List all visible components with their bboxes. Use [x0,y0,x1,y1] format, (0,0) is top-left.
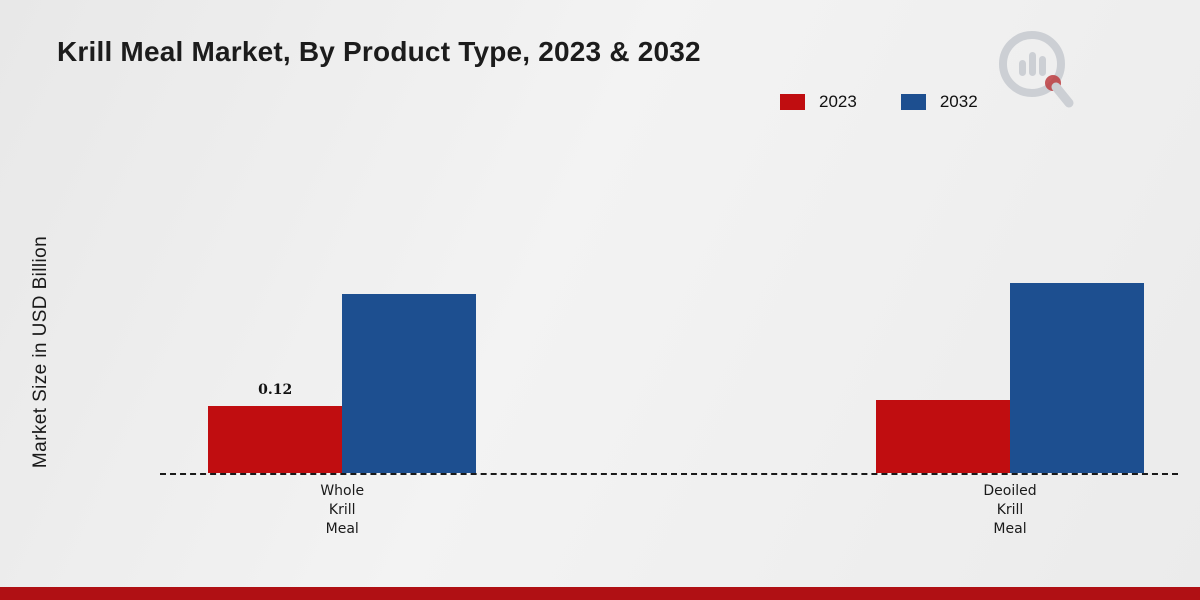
bar-2023-0: 0.12 [208,382,343,473]
category-label: Deoiled Krill Meal [983,483,1037,537]
bar-2032-1 [1010,283,1145,473]
legend-item-2023: 2023 [780,92,857,112]
plot-area: 0.12 [160,140,1178,475]
bar-value-label: 0.12 [258,382,293,398]
bar-group: 0.12 [208,294,477,473]
legend-label-2032: 2032 [939,92,978,111]
bar-2023-1 [876,400,1011,473]
legend-item-2032: 2032 [900,92,978,112]
category-label: Whole Krill Meal [320,483,365,537]
legend: 2023 2032 [780,92,978,112]
legend-swatch-2032 [900,94,926,110]
chart-title: Krill Meal Market, By Product Type, 2023… [57,36,701,67]
legend-swatch-2023 [780,94,805,110]
bar-2032-0 [342,294,477,473]
brand-watermark-icon [999,31,1074,108]
xaxis-labels: Whole Krill Meal Deoiled Krill Meal [160,482,1178,557]
footer-accent-bar [0,587,1200,600]
bar-group [876,283,1145,473]
y-axis-label: Market Size in USD Billion [30,235,51,469]
legend-label-2023: 2023 [819,92,857,111]
